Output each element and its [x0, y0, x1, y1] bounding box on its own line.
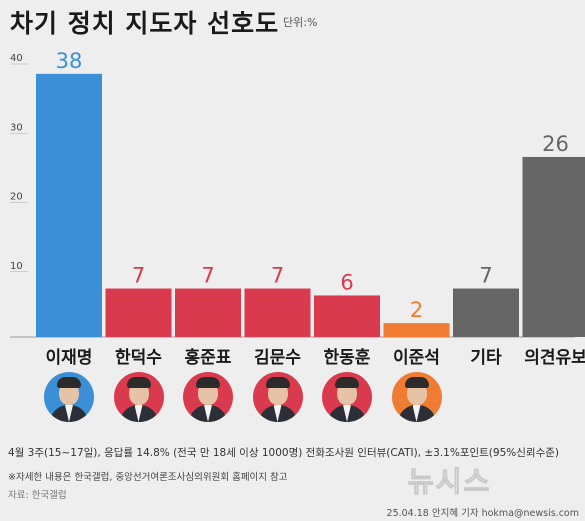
category-label: 한동훈 — [324, 347, 371, 368]
category-label: 이재명 — [46, 348, 93, 368]
y-tick-label: 30 — [10, 122, 23, 133]
value-label: 38 — [56, 49, 83, 73]
category-label: 기타 — [470, 348, 502, 368]
candidate-photo — [322, 372, 372, 422]
watermark-logo: 뉴시스 — [407, 465, 492, 499]
bar-4 — [244, 288, 311, 337]
candidate-photo — [391, 372, 442, 422]
survey-method: 4월 3주(15~17일), 응답률 14.8% (전국 만 18세 이상 10… — [8, 447, 559, 459]
bar-6 — [383, 323, 450, 337]
category-label: 한덕수 — [115, 348, 162, 368]
value-label: 7 — [271, 264, 284, 288]
unit-label: 단위:% — [283, 16, 318, 29]
category-label: 의견유보 — [524, 348, 585, 368]
bar-chart: 10 20 30 40 38 이재명 7 한덕수 7 홍준표 7 김문수 6 한동훈 2 이준석 7 기타 26 의견… — [10, 49, 585, 368]
candidate-photo — [183, 372, 233, 422]
bar-2 — [105, 288, 172, 337]
bar-3 — [175, 288, 241, 337]
footnote: ※자세한 내용은 한국갤럽, 중앙선거여론조사심의위원회 홈페이지 참고 — [8, 472, 288, 483]
y-tick-label: 10 — [10, 261, 23, 272]
candidate-photo — [113, 372, 164, 422]
bar-8 — [522, 156, 585, 337]
value-label: 2 — [410, 298, 423, 322]
category-label: 홍준표 — [185, 347, 232, 368]
avatar-row — [0, 372, 585, 426]
y-tick-label: 20 — [10, 192, 23, 203]
credit-line: 25.04.18 안지혜 기자 hokma@newsis.com — [386, 508, 579, 519]
candidate-photo — [252, 372, 303, 422]
value-label: 7 — [132, 264, 145, 288]
bar-7 — [453, 288, 519, 337]
value-label: 6 — [340, 270, 353, 294]
chart-title: 차기 정치 지도자 선호도 — [10, 9, 280, 38]
bar-5 — [314, 295, 380, 337]
value-label: 7 — [201, 264, 214, 288]
category-label: 이준석 — [393, 348, 440, 368]
source-label: 자료: 한국갤럽 — [8, 490, 67, 501]
bar-1 — [36, 73, 102, 337]
value-label: 26 — [542, 132, 569, 156]
value-label: 7 — [479, 264, 492, 288]
y-tick-label: 40 — [10, 53, 23, 64]
candidate-photo — [44, 372, 94, 422]
category-label: 김문수 — [254, 348, 301, 368]
